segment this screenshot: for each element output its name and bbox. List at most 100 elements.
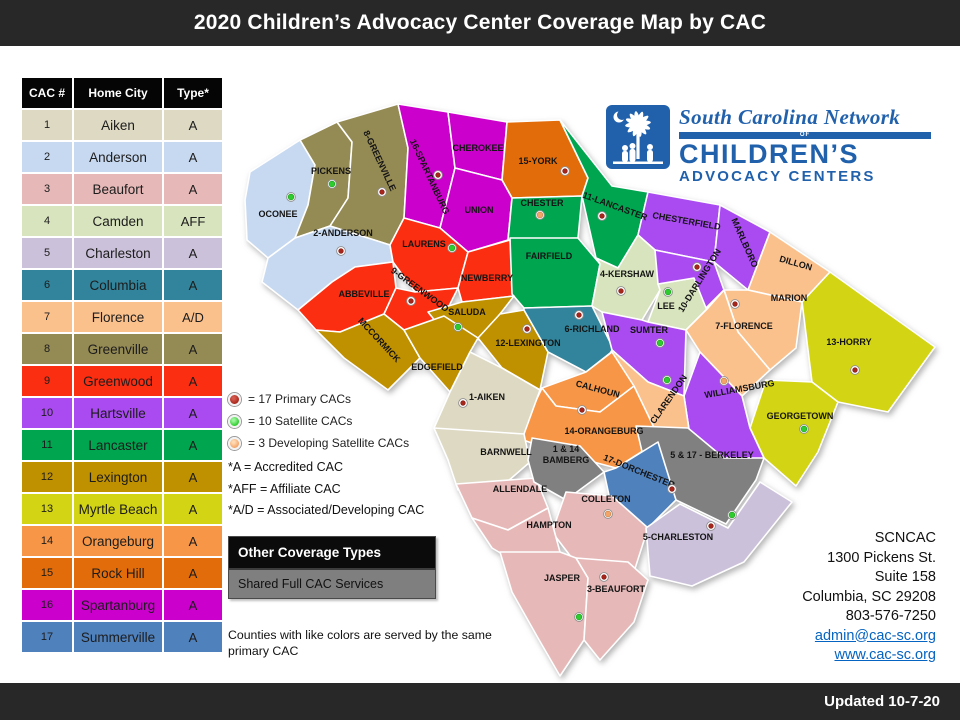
- table-row: 10 Hartsville A: [22, 398, 222, 428]
- table-cell-num: 15: [22, 558, 72, 588]
- table-row: 1 Aiken A: [22, 110, 222, 140]
- table-cell-num: 5: [22, 238, 72, 268]
- table-cell-type: A: [164, 110, 222, 140]
- county-label-lee: LEE: [657, 301, 675, 311]
- table-cell-city: Summerville: [74, 622, 162, 652]
- table-cell-type: A: [164, 558, 222, 588]
- table-cell-num: 11: [22, 430, 72, 460]
- updated-date: Updated 10-7-20: [824, 693, 940, 710]
- table-cell-type: AFF: [164, 206, 222, 236]
- scncac-logo: South Carolina Network OF CHILDREN’S ADV…: [606, 105, 931, 185]
- county-label-hampton: HAMPTON: [526, 520, 571, 530]
- page-title: 2020 Children’s Advocacy Center Coverage…: [193, 11, 767, 34]
- accreditation-note: *A/D = Associated/Developing CAC: [228, 503, 425, 517]
- contact-line: 803-576-7250: [845, 608, 936, 624]
- satellite-cac-dot: [727, 510, 737, 520]
- county-label2-bamberg: BAMBERG: [543, 455, 590, 465]
- county-label-marion: MARION: [771, 293, 808, 303]
- developing-cac-dot: [535, 210, 545, 220]
- footer-bar: Updated 10-7-20: [0, 683, 960, 720]
- primary-cac-dot: [667, 484, 677, 494]
- county-label-abbeville: ABBEVILLE: [338, 289, 389, 299]
- contact-line: 1300 Pickens St.: [827, 549, 936, 566]
- table-row: 8 Greenville A: [22, 334, 222, 364]
- county-label-orangeburg: 14-ORANGEBURG: [564, 426, 643, 436]
- county-florence: [685, 289, 771, 397]
- table-cell-num: 4: [22, 206, 72, 236]
- table-cell-num: 2: [22, 142, 72, 172]
- logo-text: South Carolina Network OF CHILDREN’S ADV…: [679, 105, 931, 185]
- dot-legend: = 17 Primary CACs = 10 Satellite CACs = 3 …: [228, 388, 409, 454]
- shared-services-swatch: Shared Full CAC Services: [229, 568, 435, 598]
- county-georgetown: [749, 379, 839, 487]
- table-cell-type: A: [164, 334, 222, 364]
- table-cell-city: Columbia: [74, 270, 162, 300]
- table-cell-type: A: [164, 366, 222, 396]
- table-cell-city: Charleston: [74, 238, 162, 268]
- table-row: 6 Columbia A: [22, 270, 222, 300]
- satellite-cac-dot: [663, 287, 673, 297]
- county-label-charleston: 5-CHARLESTON: [643, 532, 713, 542]
- table-row: 7 Florence A/D: [22, 302, 222, 332]
- cac-table: CAC # Home City Type* 1 Aiken A 2 Anderson A 3 Be…: [22, 78, 222, 654]
- primary-cac-dot: [706, 521, 716, 531]
- logo-of: OF: [799, 132, 811, 138]
- satellite-cac-dot: [574, 612, 584, 622]
- table-cell-city: Greenville: [74, 334, 162, 364]
- county-kershaw: [591, 234, 661, 321]
- primary-cac-dot: [522, 324, 532, 334]
- satellite-cac-dot: [453, 322, 463, 332]
- table-cell-type: A: [164, 494, 222, 524]
- developing-cac-dot: [603, 509, 613, 519]
- primary-cac-dot: [458, 398, 468, 408]
- county-fairfield: [509, 237, 601, 309]
- county-label-barnwell: BARNWELL: [480, 447, 532, 457]
- contact-link[interactable]: www.cac-sc.org: [834, 647, 936, 663]
- satellite-cac-dot: [286, 192, 296, 202]
- satellite-cac-dot: [799, 424, 809, 434]
- contact-line: Columbia, SC 29208: [802, 588, 936, 605]
- table-cell-type: A: [164, 142, 222, 172]
- primary-cac-dot: [616, 286, 626, 296]
- county-darlington: [654, 249, 725, 309]
- table-cell-num: 6: [22, 270, 72, 300]
- table-cell-city: Spartanburg: [74, 590, 162, 620]
- legend-item-developing: = 3 Developing Satellite CACs: [228, 432, 409, 454]
- table-cell-type: A: [164, 590, 222, 620]
- table-header-num: CAC #: [22, 78, 72, 108]
- contact-link[interactable]: admin@cac-sc.org: [814, 627, 936, 644]
- table-row: 2 Anderson A: [22, 142, 222, 172]
- table-cell-city: Aiken: [74, 110, 162, 140]
- county-label-laurens: LAURENS: [402, 239, 446, 249]
- table-cell-city: Hartsville: [74, 398, 162, 428]
- county-label-oconee: OCONEE: [258, 209, 297, 219]
- county-label-richland: 6-RICHLAND: [565, 324, 620, 334]
- table-row: 9 Greenwood A: [22, 366, 222, 396]
- primary-cac-dot: [577, 405, 587, 415]
- accreditation-note: *AFF = Affiliate CAC: [228, 481, 341, 496]
- table-cell-city: Orangeburg: [74, 526, 162, 556]
- table-cell-city: Camden: [74, 206, 162, 236]
- header-bar: 2020 Children’s Advocacy Center Coverage…: [0, 0, 960, 46]
- table-cell-num: 7: [22, 302, 72, 332]
- primary-cac-dot: [692, 262, 702, 272]
- table-row: 3 Beaufort A: [22, 174, 222, 204]
- county-label-florence: 7-FLORENCE: [715, 321, 773, 331]
- table-row: 11 Lancaster A: [22, 430, 222, 460]
- table-header-type: Type*: [164, 78, 222, 108]
- county-label-edgefield: EDGEFIELD: [411, 362, 463, 372]
- table-header-row: CAC # Home City Type*: [22, 78, 222, 108]
- table-row: 4 Camden AFF: [22, 206, 222, 236]
- caption-line1: Counties with like colors are served by …: [228, 628, 492, 642]
- cac-table-body: 1 Aiken A 2 Anderson A 3 Beaufort A 4 Camden AFF 5 Ch…: [22, 110, 222, 652]
- county-label-beaufort: 3-BEAUFORT: [587, 584, 646, 594]
- developing-cac-dot: [719, 376, 729, 386]
- county-label-pickens: PICKENS: [311, 166, 351, 176]
- table-cell-num: 10: [22, 398, 72, 428]
- caption-line2: primary CAC: [228, 644, 299, 658]
- county-label-york: 15-YORK: [518, 156, 558, 166]
- county-label-jasper: JASPER: [544, 573, 581, 583]
- satellite-dot-icon: [228, 414, 241, 428]
- county-label-kershaw: 4-KERSHAW: [600, 269, 655, 279]
- county-label-saluda: SALUDA: [448, 307, 486, 317]
